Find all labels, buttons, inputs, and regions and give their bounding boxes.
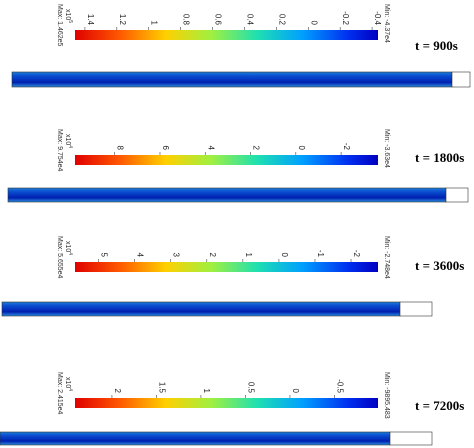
scale-label: x105 [64,9,73,23]
tick-label: 2 [252,146,261,151]
scale-base: x10 [64,9,71,20]
tick-label: 4 [206,146,215,151]
scale-base: x10 [64,241,71,252]
scale-label: x104 [64,134,73,148]
scale-label: x104 [64,241,73,255]
scale-exp: 4 [67,145,73,148]
tick-label: -1 [316,250,325,258]
tick-label: 1.5 [157,382,166,394]
tick-label: -0.2 [341,11,350,25]
time-label: t = 1800s [415,150,464,165]
tick-label: 0.4 [245,14,254,26]
tick-label: -2 [342,143,351,151]
tick-label: 0 [309,21,318,26]
domain-end [445,187,469,203]
tick-label: 6 [161,146,170,151]
tick-label: -2 [352,250,361,258]
tick-label: -0.5 [335,379,344,393]
tick-label: 1 [244,253,253,258]
tick-label: 0 [291,389,300,394]
min-label: Min: -9895.483 [383,372,390,419]
tick-label: 8 [116,146,125,151]
max-label: Max: 1.462e5 [56,4,63,47]
scale-base: x10 [64,377,71,388]
tick-label: 0.8 [182,14,191,26]
time-label: t = 900s [415,38,458,53]
min-label: Min: -2.748e4 [383,236,390,279]
scale-label: x104 [64,377,73,391]
colorbar [75,155,378,165]
max-label: Max: 5.655e4 [56,236,63,279]
scale-exp: 4 [67,388,73,391]
domain-end [451,71,471,88]
tick-label: 2 [113,389,122,394]
domain-strip [7,187,447,203]
time-label: t = 3600s [415,258,464,273]
tick-label: -0.4 [373,11,382,25]
colorbar [75,262,378,272]
tick-label: 3 [172,253,181,258]
tick-label: 0 [297,146,306,151]
scale-base: x10 [64,134,71,145]
tick-label: 2 [208,253,217,258]
tick-label: 5 [100,253,109,258]
tick-label: 1 [202,389,211,394]
scale-exp: 4 [67,252,73,255]
colorbar [75,398,378,408]
tick-label: 4 [136,253,145,258]
tick-label: 0.6 [214,14,223,26]
tick-label: 1.2 [118,14,127,26]
min-label: Min: -4.37e4 [383,4,390,43]
domain-strip [1,301,401,317]
domain-strip [11,71,453,88]
domain-strip [0,431,391,446]
tick-label: 1 [150,21,159,26]
max-label: Max: 9.754e4 [56,129,63,172]
tick-label: 0.5 [246,382,255,394]
domain-end [389,431,433,446]
tick-label: 1.4 [86,14,95,26]
time-label: t = 7200s [415,398,464,413]
max-label: Max: 2.415e4 [56,372,63,415]
scale-exp: 5 [67,20,73,23]
domain-end [399,301,433,317]
min-label: Min: -3.63e4 [383,129,390,168]
tick-label: 0.2 [277,14,286,26]
tick-label: 0 [280,253,289,258]
colorbar [75,30,378,40]
